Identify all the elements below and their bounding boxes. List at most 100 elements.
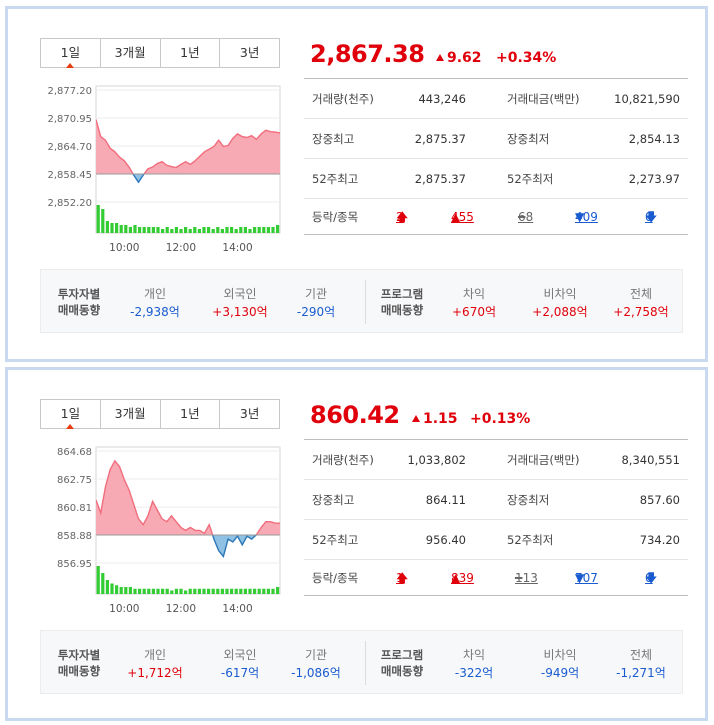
volume-bar [266,588,270,594]
tab-1year[interactable]: 1년 [159,400,220,428]
volume-bar [179,588,183,594]
volume-bar [124,587,128,594]
tab-1day[interactable]: 1일 [41,400,100,429]
volume-bar [96,566,100,594]
tab-1year[interactable]: 1년 [159,39,220,67]
amount-label: 거래대금(백만) [507,453,580,467]
day-low-value: 2,854.13 [628,132,680,146]
fall-triangle-icon: ▼ [575,210,585,224]
program-total: 전체 -1,271억 [616,648,666,680]
price-line-below [211,535,258,558]
y-tick-label: 858.88 [57,531,92,542]
rise-triangle-icon: ▲ [451,210,461,224]
tab-3year[interactable]: 3년 [219,39,279,67]
volume-bar [230,227,234,233]
volume-bar [253,588,257,594]
upper-limit-arrow-icon: 🡅 [396,210,409,224]
stats-table: 거래량(천주) 1,033,802 거래대금(백만) 8,340,551 장중최… [304,439,688,596]
area-above-baseline [96,460,280,536]
trading-trends: 투자자별 매매동향 개인 +1,712억 외국인 -617억 기관 -1,086억 프로… [40,630,683,694]
up-triangle-icon [436,54,444,61]
change-percent: +0.34% [496,50,557,66]
stats-table: 거래량(천주) 443,246 거래대금(백만) 10,821,590 장중최고… [304,78,688,235]
volume-value: 1,033,802 [407,453,466,467]
x-tick-label: 14:00 [222,242,252,254]
investor-foreign: 외국인 +3,130억 [212,287,268,319]
x-tick-label: 10:00 [109,603,139,615]
w52-low-label: 52주최저 [507,172,554,186]
volume-bar [165,227,169,233]
program-arbitrage: 차익 -322억 [454,648,494,680]
volume-bar [193,227,197,233]
volume-bar [151,588,155,594]
kospi-panel: 1일 3개월 1년 3년 2,877.20 2,870.95 2,864.70 2,8… [5,6,708,362]
tab-3year[interactable]: 3년 [219,400,279,428]
x-tick-label: 14:00 [222,603,252,615]
volume-bar [253,227,257,233]
x-tick-label: 10:00 [109,242,139,254]
fall-triangle-icon: ▼ [575,571,585,585]
area-above-baseline [96,119,280,174]
program-trend-title: 프로그램 매매동향 [380,648,424,678]
tab-3month[interactable]: 3개월 [99,39,160,67]
volume-bar [147,588,151,594]
amount-value: 8,340,551 [621,453,680,467]
volume-bar [161,588,165,594]
amount-label: 거래대금(백만) [507,92,580,106]
volume-bar [248,588,252,594]
volume-bar [216,227,220,233]
volume-label: 거래량(천주) [312,453,374,467]
volume-bar [96,205,100,233]
flat-dash-icon: ━ [518,210,526,224]
volume-bar [243,588,247,594]
volume-bar [202,227,206,233]
lower-limit-arrow-icon: 🡇 [645,571,658,585]
x-tick-label: 12:00 [166,242,196,254]
y-tick-label: 864.68 [57,447,92,458]
tab-3month[interactable]: 3개월 [99,400,160,428]
volume-bar [115,223,119,233]
volume-bar [262,588,266,594]
volume-bar [101,573,105,594]
index-price: 2,867.38 [310,40,425,68]
y-tick-label: 860.81 [57,503,92,514]
volume-label: 거래량(천주) [312,92,374,106]
volume-bar [170,590,174,594]
volume-bar [128,227,132,233]
investor-individual: 개인 +1,712억 [127,648,183,680]
volume-bar [188,229,192,233]
change-points: 9.62 [436,50,482,66]
volume-bar [271,227,275,233]
tab-1day[interactable]: 1일 [41,39,100,68]
volume-bar [115,585,119,594]
volume-bar [138,227,142,233]
volume-bar [248,229,252,233]
volume-bar [119,225,123,233]
flat-dash-icon: ━ [515,571,523,585]
volume-bar [188,588,192,594]
program-trend-title: 프로그램 매매동향 [380,287,424,317]
stats-row: 거래량(천주) 443,246 거래대금(백만) 10,821,590 [304,79,688,119]
volume-bar [174,227,178,233]
volume-bar [234,588,238,594]
volume-bar [124,225,128,233]
w52-low-value: 734.20 [639,533,680,547]
volume-bar [119,587,123,594]
volume-bar [266,227,270,233]
kosdaq-panel: 1일 3개월 1년 3년 864.68 862.75 860.81 858.88 856… [5,367,708,721]
day-high-label: 장중최고 [312,132,355,146]
x-tick-label: 12:00 [166,603,196,615]
investor-institution: 기관 -1,086억 [291,648,341,680]
volume-bar [220,229,224,233]
volume-bar [156,227,160,233]
volume-bar [165,588,169,594]
intraday-chart: 2,877.20 2,870.95 2,864.70 2,858.45 2,852.20… [47,85,281,254]
y-tick-label: 862.75 [57,475,92,486]
w52-high-label: 52주최고 [312,533,359,547]
day-low-value: 857.60 [639,493,680,507]
change-points: 1.15 [412,411,458,427]
stats-row: 52주최고 956.40 52주최저 734.20 [304,520,688,560]
volume-bar [239,227,243,233]
volume-bar [151,227,155,233]
updown-label: 등락/종목 [312,571,359,585]
